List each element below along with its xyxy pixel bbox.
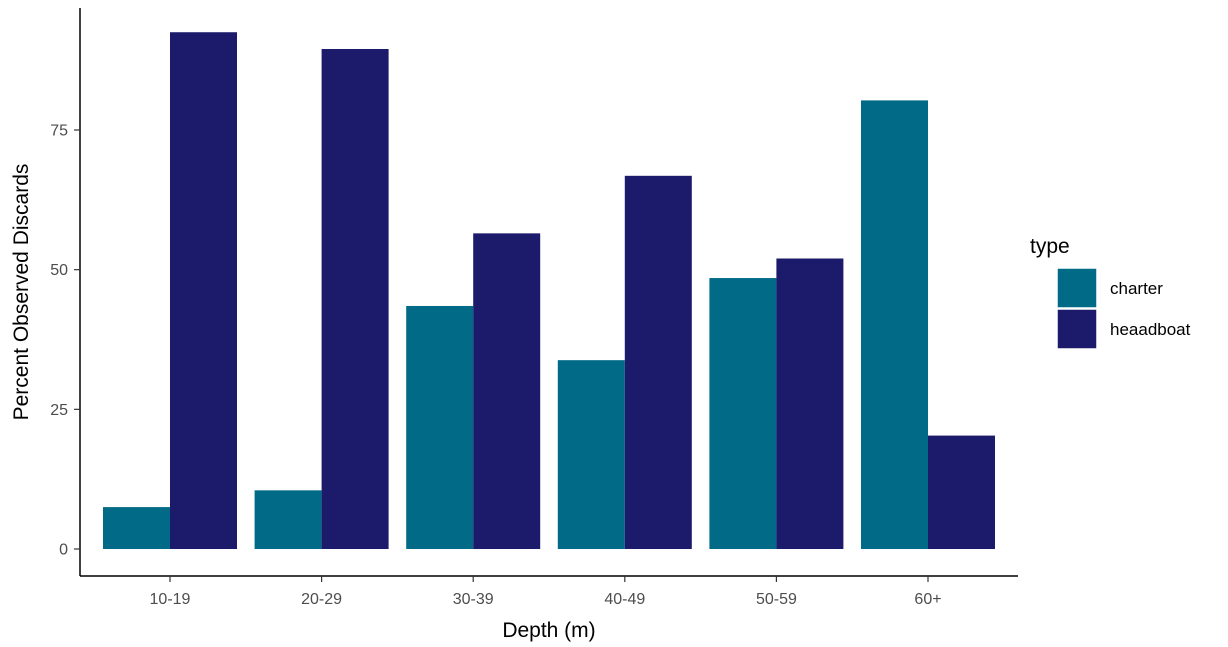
bar-heaadboat-50-59 xyxy=(776,258,844,549)
legend-label-charter: charter xyxy=(1110,279,1163,298)
y-axis-title: Percent Observed Discards xyxy=(10,164,33,421)
bar-charter-30-39 xyxy=(406,305,474,549)
x-tick-label: 60+ xyxy=(914,591,941,608)
x-ticks: 10-19 20-29 30-39 40-49 50-59 60+ xyxy=(150,576,942,608)
legend-swatch-charter xyxy=(1056,267,1098,309)
bar-charter-60+ xyxy=(861,100,928,550)
y-ticks: 0 25 50 75 xyxy=(50,123,80,559)
x-tick-label: 40-49 xyxy=(604,591,645,608)
bar-heaadboat-60+ xyxy=(928,435,995,549)
y-tick-label: 75 xyxy=(50,123,68,140)
x-tick-label: 20-29 xyxy=(301,591,342,608)
x-axis-title: Depth (m) xyxy=(502,619,595,642)
x-tick-label: 10-19 xyxy=(150,591,191,608)
bar-heaadboat-40-49 xyxy=(624,175,692,549)
bar-heaadboat-30-39 xyxy=(473,233,541,549)
legend-title: type xyxy=(1030,235,1070,258)
y-tick-label: 25 xyxy=(50,402,68,419)
bars-layer xyxy=(103,32,995,550)
legend-items: charter heaadboat xyxy=(1056,267,1191,350)
x-tick-label: 50-59 xyxy=(756,591,797,608)
y-tick-label: 0 xyxy=(59,542,68,559)
bar-charter-20-29 xyxy=(254,490,322,549)
bar-charter-40-49 xyxy=(557,360,625,549)
legend-label-heaadboat: heaadboat xyxy=(1110,320,1191,339)
y-tick-label: 50 xyxy=(50,262,68,279)
bar-charter-10-19 xyxy=(103,507,170,549)
bar-charter-50-59 xyxy=(709,278,777,549)
legend: type charter heaadboat xyxy=(1030,235,1191,350)
bar-heaadboat-10-19 xyxy=(170,32,237,549)
x-tick-label: 30-39 xyxy=(453,591,494,608)
bar-heaadboat-20-29 xyxy=(321,48,389,549)
legend-swatch-heaadboat xyxy=(1056,308,1098,350)
